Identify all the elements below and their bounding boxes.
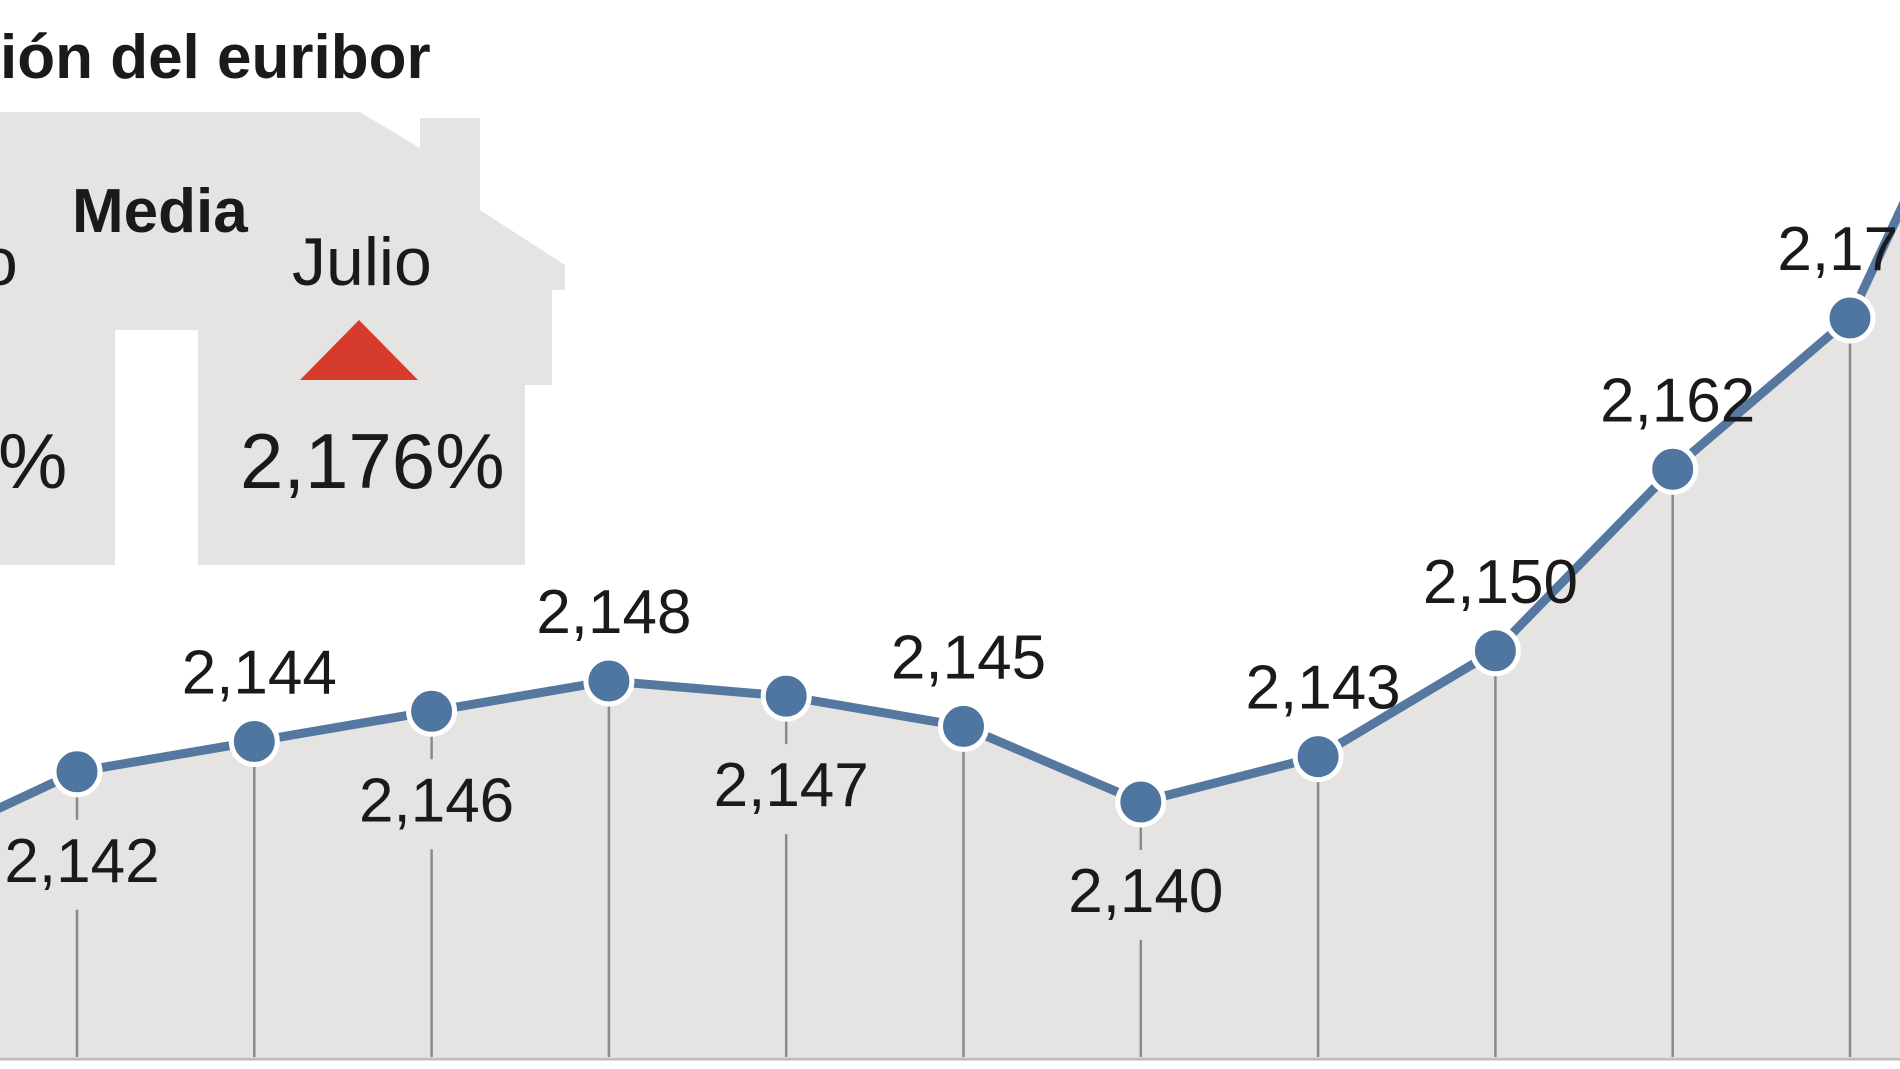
data-label: 2,148	[536, 578, 691, 647]
current-month-label: Julio	[292, 224, 432, 300]
data-label: 2,140	[1068, 857, 1223, 926]
prev-month-label: o	[0, 224, 18, 300]
data-label: 2,145	[891, 623, 1046, 692]
current-value: 2,176%	[240, 417, 505, 505]
chart-area-layer: 2,142 2,144 2,146 2,148 2,147 2,145 2,140 2,143…	[0, 200, 1900, 1061]
data-point	[1647, 443, 1699, 495]
house-info-panel: ión del euribor Media o % Julio 2,176%	[0, 23, 565, 565]
data-label: 2,172	[1777, 215, 1900, 284]
chart-title: ión del euribor	[0, 23, 431, 92]
data-point	[1824, 292, 1876, 344]
data-label: 2,143	[1246, 654, 1401, 723]
data-point	[583, 655, 635, 707]
area-fill	[0, 211, 1900, 1057]
up-triangle-icon	[300, 320, 418, 380]
data-label: 2,162	[1600, 366, 1755, 435]
data-point	[228, 716, 280, 767]
data-point	[1115, 776, 1167, 828]
media-label: Media	[72, 177, 248, 246]
data-point	[406, 685, 458, 737]
data-label: 2,147	[714, 751, 869, 820]
prev-value: %	[0, 417, 67, 505]
data-label: 2,150	[1423, 548, 1578, 617]
data-label: 2,142	[4, 827, 159, 896]
data-point	[760, 670, 812, 722]
house-shape	[0, 112, 565, 565]
data-label: 2,144	[182, 639, 337, 708]
data-point	[1469, 625, 1521, 677]
data-label: 2,146	[359, 766, 514, 835]
data-point	[938, 700, 989, 752]
data-point	[51, 746, 103, 798]
data-point	[1292, 731, 1344, 783]
